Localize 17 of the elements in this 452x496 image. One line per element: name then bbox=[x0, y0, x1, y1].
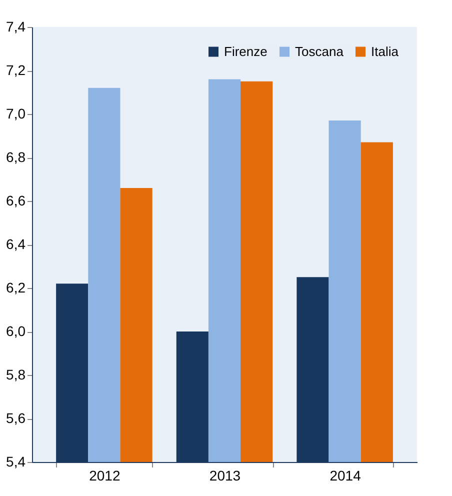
y-tick-label: 7,4 bbox=[6, 18, 26, 34]
legend-label: Toscana bbox=[295, 44, 344, 59]
legend-label: Firenze bbox=[224, 44, 268, 59]
y-tick-label: 5,8 bbox=[6, 366, 26, 382]
y-tick-label: 7,0 bbox=[6, 106, 26, 122]
y-tick-label: 6,8 bbox=[6, 149, 26, 165]
y-tick-label: 6,2 bbox=[6, 280, 26, 296]
y-tick-label: 5,4 bbox=[6, 454, 26, 470]
legend-label: Italia bbox=[371, 44, 400, 59]
y-tick-label: 7,2 bbox=[6, 62, 26, 78]
x-tick-label: 2014 bbox=[330, 468, 362, 484]
x-tick-label: 2013 bbox=[209, 468, 241, 484]
y-tick-label: 6,4 bbox=[6, 236, 26, 252]
y-tick-label: 5,6 bbox=[6, 410, 26, 426]
y-tick-label: 6,0 bbox=[6, 323, 26, 339]
x-tick-label: 2012 bbox=[89, 468, 120, 484]
y-tick-label: 6,6 bbox=[6, 192, 26, 208]
